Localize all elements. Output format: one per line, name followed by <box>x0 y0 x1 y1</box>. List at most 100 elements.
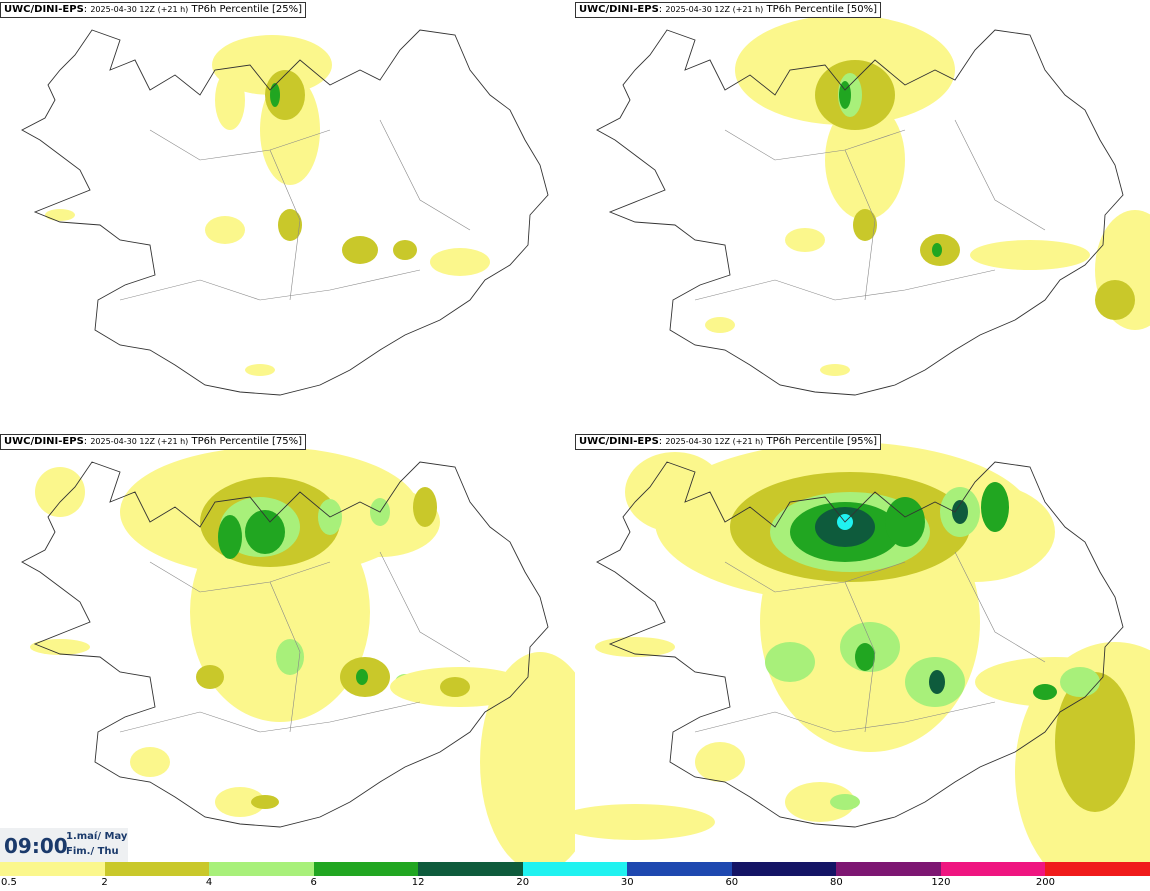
precip-area <box>245 364 275 376</box>
map-panel-p25: UWC/DINI-EPS: 2025-04-30 12Z (+21 h) TP6… <box>0 0 575 430</box>
boundary-line <box>149 129 331 161</box>
valid-date: 1.maí/ May <box>66 831 128 842</box>
boundary-line <box>119 269 421 301</box>
valid-weekday: Fim./ Thu <box>66 846 119 857</box>
precip-area <box>270 83 280 107</box>
boundary-line <box>694 269 996 301</box>
legend-swatch <box>522 862 629 876</box>
model-name: UWC/DINI-EPS <box>579 436 659 447</box>
precip-area <box>196 665 224 689</box>
coastline <box>596 29 1124 396</box>
legend-swatch <box>104 862 211 876</box>
color-scale-labels: 0.5 2 4 6 12 20 30 60 80 120 200 <box>0 877 1150 891</box>
precip-area <box>480 652 575 862</box>
precip-area <box>1033 684 1057 700</box>
precip-area <box>342 236 378 264</box>
precip-area <box>276 639 304 675</box>
boundary-line <box>954 551 1046 663</box>
boundary-line <box>119 701 421 733</box>
boundary-line <box>379 551 471 663</box>
field-name: TP6h Percentile [95%] <box>766 436 878 447</box>
precip-area <box>575 804 715 840</box>
boundary-line <box>694 701 996 733</box>
field-name: TP6h Percentile [50%] <box>766 4 878 15</box>
precip-area <box>215 787 265 817</box>
map-panel-p75: UWC/DINI-EPS: 2025-04-30 12Z (+21 h) TP6… <box>0 432 575 862</box>
panel-title: UWC/DINI-EPS: 2025-04-30 12Z (+21 h) TP6… <box>0 2 307 18</box>
run-time: 2025-04-30 12Z (+21 h) <box>665 5 764 14</box>
boundary-line <box>149 561 331 593</box>
precip-area <box>785 782 855 822</box>
precip-area <box>205 216 245 244</box>
precip-area <box>1060 667 1100 697</box>
run-time: 2025-04-30 12Z (+21 h) <box>90 437 189 446</box>
legend-swatch <box>209 862 315 876</box>
legend-swatch <box>313 862 420 876</box>
model-name: UWC/DINI-EPS <box>579 4 659 15</box>
precip-area <box>215 70 245 130</box>
model-name: UWC/DINI-EPS <box>4 4 84 15</box>
run-time: 2025-04-30 12Z (+21 h) <box>665 437 764 446</box>
precip-area <box>855 643 875 671</box>
precip-area <box>1095 280 1135 320</box>
legend-swatch <box>731 862 838 876</box>
precip-area <box>929 670 945 694</box>
precip-area <box>278 209 302 241</box>
boundary-line <box>379 119 471 231</box>
precip-area <box>785 228 825 252</box>
color-scale-bar <box>0 862 1150 876</box>
precip-area <box>218 515 242 559</box>
boundary-line <box>724 129 906 161</box>
precip-area <box>440 677 470 697</box>
legend-label: 80 <box>829 877 843 888</box>
legend-label: 12 <box>411 877 425 888</box>
precip-map-p25 <box>21 29 549 396</box>
legend-label: 6 <box>310 877 317 888</box>
legend-swatch <box>418 862 524 876</box>
precip-area <box>885 497 925 547</box>
precip-area <box>981 482 1009 532</box>
precip-area <box>430 248 490 276</box>
boundary-line <box>269 149 301 301</box>
legend-swatch <box>0 862 106 876</box>
boundary-line <box>844 149 876 301</box>
legend-swatch <box>1045 862 1150 876</box>
precip-area <box>30 639 90 655</box>
field-name: TP6h Percentile [25%] <box>191 4 303 15</box>
panel-title: UWC/DINI-EPS: 2025-04-30 12Z (+21 h) TP6… <box>0 434 307 450</box>
coastline <box>21 461 549 828</box>
precip-area <box>765 642 815 682</box>
legend-label: 4 <box>205 877 213 888</box>
boundary-line <box>269 581 301 733</box>
boundary-line <box>844 581 876 733</box>
legend-label: 60 <box>725 877 739 888</box>
precip-area <box>970 240 1090 270</box>
run-time: 2025-04-30 12Z (+21 h) <box>90 5 189 14</box>
precip-area <box>265 70 305 120</box>
precip-area <box>695 742 745 782</box>
boundary-line <box>724 561 906 593</box>
precip-area <box>952 500 968 524</box>
precip-area <box>245 510 285 554</box>
precip-area <box>932 243 942 257</box>
legend-label: 20 <box>516 877 530 888</box>
precip-area <box>625 452 725 532</box>
precip-area <box>839 81 851 109</box>
precip-area <box>830 794 860 810</box>
boundary-line <box>954 119 1046 231</box>
precip-area <box>705 317 735 333</box>
precip-area <box>45 209 75 221</box>
precip-area <box>393 240 417 260</box>
valid-time: 09:00 <box>4 834 68 858</box>
legend-swatch <box>836 862 942 876</box>
field-name: TP6h Percentile [75%] <box>191 436 303 447</box>
legend-label: 30 <box>620 877 634 888</box>
model-name: UWC/DINI-EPS <box>4 436 84 447</box>
precip-area <box>251 795 279 809</box>
legend-label: 200 <box>1035 877 1055 888</box>
legend-label: 2 <box>101 877 108 888</box>
precip-area <box>356 669 368 685</box>
legend-swatch <box>627 862 733 876</box>
precip-area <box>853 209 877 241</box>
precip-area <box>413 487 437 527</box>
